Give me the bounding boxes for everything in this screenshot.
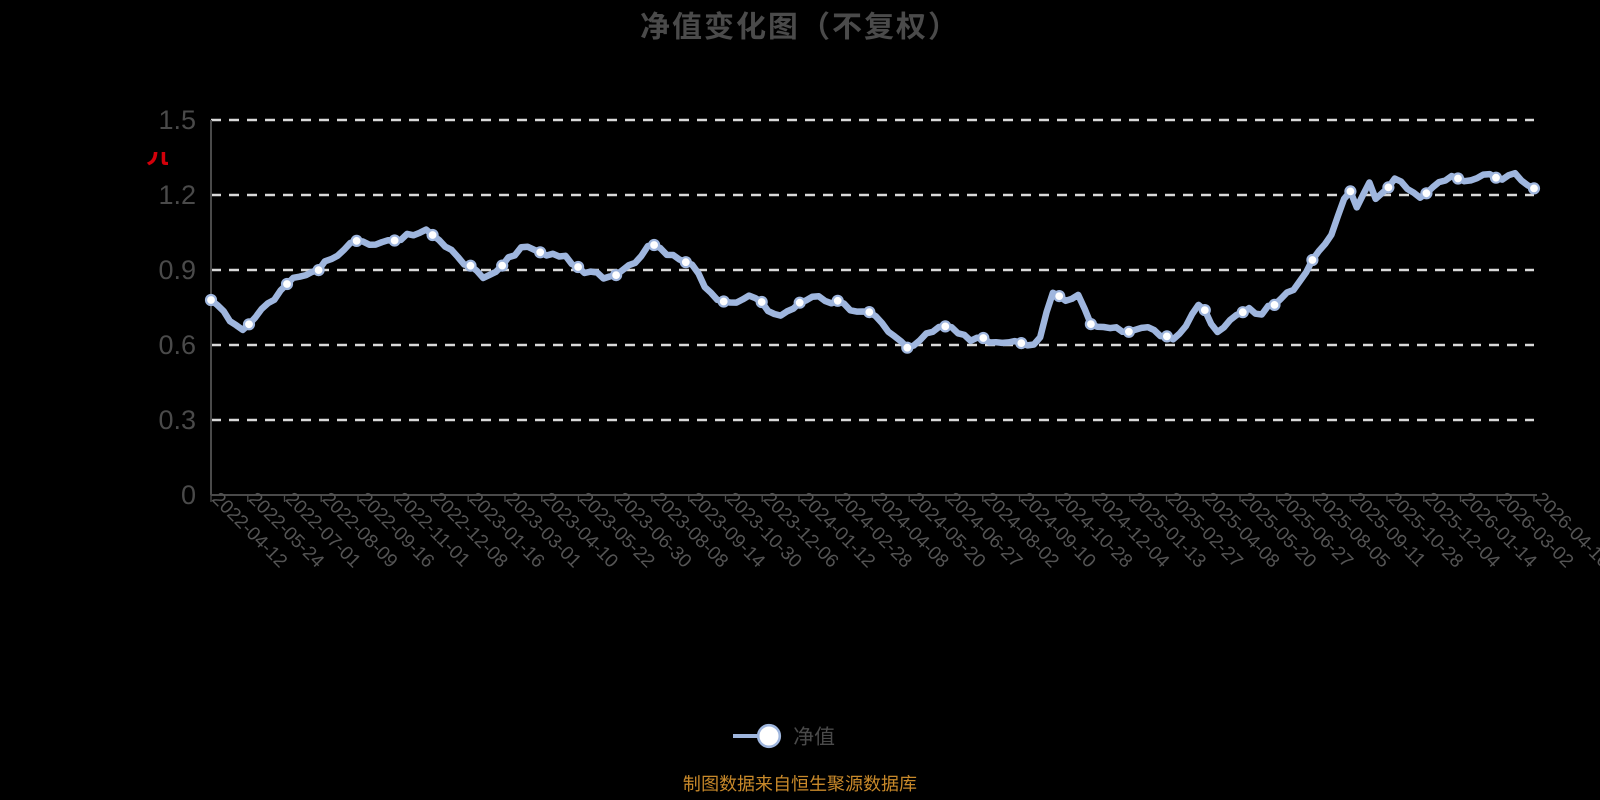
svg-text:制图数据来自恒生聚源数据库: 制图数据来自恒生聚源数据库 bbox=[683, 774, 917, 794]
svg-text:0.6: 0.6 bbox=[158, 330, 196, 360]
svg-text:1.2: 1.2 bbox=[158, 180, 196, 210]
svg-text:0: 0 bbox=[181, 480, 196, 510]
svg-text:0.9: 0.9 bbox=[158, 255, 196, 285]
svg-text:0.3: 0.3 bbox=[158, 405, 196, 435]
svg-text:1.5: 1.5 bbox=[158, 105, 196, 135]
svg-text:净值: 净值 bbox=[793, 726, 835, 749]
